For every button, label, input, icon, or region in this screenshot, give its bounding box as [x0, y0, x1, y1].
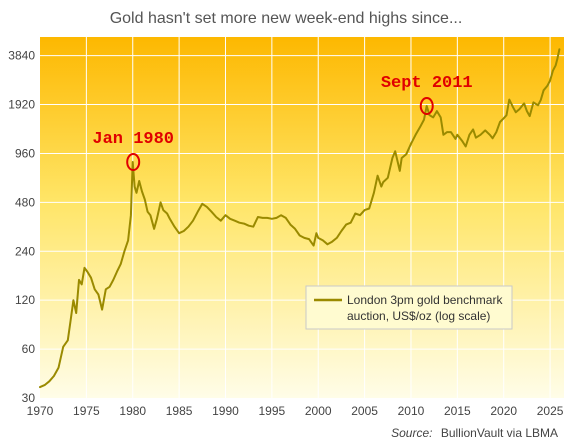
x-tick-label: 1980	[119, 404, 146, 418]
annotation-label: Jan 1980	[92, 130, 174, 149]
x-tick-label: 2020	[490, 404, 517, 418]
x-tick-label: 2025	[537, 404, 564, 418]
x-tick-label: 2010	[398, 404, 425, 418]
x-tick-label: 2005	[351, 404, 378, 418]
x-tick-label: 1985	[166, 404, 193, 418]
annotation-label: Sept 2011	[381, 74, 473, 93]
x-tick-label: 1970	[27, 404, 54, 418]
source-note: Source: BullionVault via LBMA	[391, 426, 558, 440]
chart-title: Gold hasn't set more new week-end highs …	[110, 10, 463, 27]
y-tick-label: 120	[15, 293, 35, 307]
x-tick-label: 2015	[444, 404, 471, 418]
tick-layer: 30 60 120 240 480 960 1920 3840 1970 1975 1980 1985…	[8, 49, 563, 418]
y-tick-label: 480	[15, 195, 35, 209]
legend: London 3pm gold benchmark auction, US$/o…	[305, 285, 513, 330]
y-tick-label: 240	[15, 244, 35, 258]
x-tick-label: 1990	[212, 404, 239, 418]
x-tick-label: 2000	[305, 404, 332, 418]
annotation-layer: Jan 1980 Sept 2011	[92, 74, 473, 172]
annotation-marker	[419, 97, 434, 116]
y-tick-label: 30	[22, 391, 36, 405]
legend-label-line-1: London 3pm gold benchmark	[347, 293, 503, 307]
x-tick-label: 1995	[259, 404, 286, 418]
legend-box	[305, 285, 513, 330]
legend-label-line-2: auction, US$/oz (log scale)	[347, 309, 490, 323]
series-line	[39, 48, 561, 389]
grid-layer	[40, 37, 564, 398]
y-tick-label: 3840	[8, 49, 35, 63]
source-lead: Source:	[391, 426, 432, 440]
x-tick-label: 1975	[73, 404, 100, 418]
y-tick-label: 60	[22, 342, 36, 356]
plot-area-background	[40, 37, 564, 398]
annotation-marker	[126, 153, 141, 172]
y-tick-label: 1920	[8, 98, 35, 112]
series-layer	[39, 48, 561, 389]
source-text: BullionVault via LBMA	[441, 426, 558, 440]
y-tick-label: 960	[15, 146, 35, 160]
